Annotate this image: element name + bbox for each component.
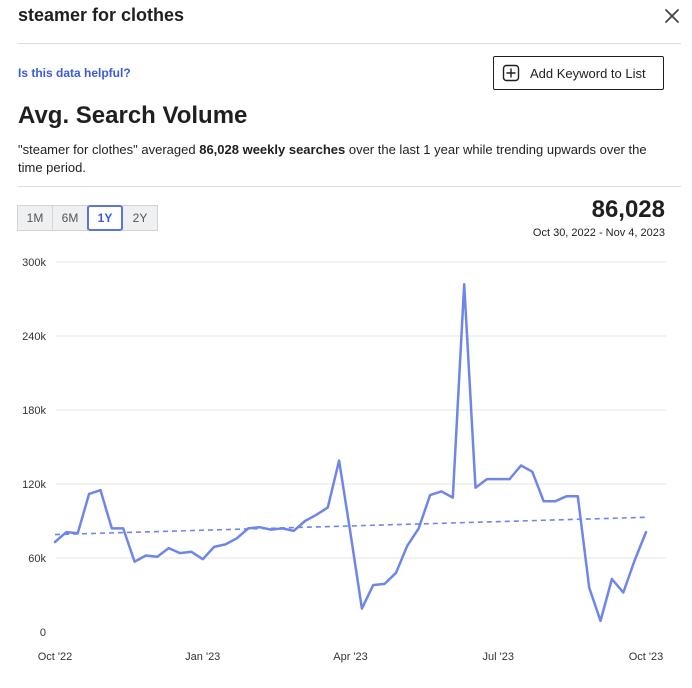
x-tick-label: Apr '23 — [333, 651, 368, 663]
range-1m-button[interactable]: 1M — [17, 205, 53, 231]
range-6m-button[interactable]: 6M — [52, 205, 88, 231]
y-tick-label: 300k — [22, 257, 46, 269]
date-range-text: Oct 30, 2022 - Nov 4, 2023 — [532, 227, 665, 239]
y-tick-label: 240k — [22, 331, 46, 343]
section-title: Avg. Search Volume — [18, 102, 248, 129]
summary-pre: "steamer for clothes" averaged — [18, 142, 200, 157]
header-divider — [18, 43, 681, 44]
summary-post: over the last 1 year while trending upwa… — [18, 142, 647, 175]
close-icon[interactable] — [660, 4, 684, 28]
x-tick-label: Jan '23 — [185, 651, 220, 663]
x-tick-label: Oct '23 — [629, 651, 664, 663]
range-selector: 1M 6M 1Y 2Y — [17, 205, 158, 231]
data-helpful-link[interactable]: Is this data helpful? — [18, 66, 131, 80]
plus-square-icon — [502, 64, 520, 82]
x-tick-label: Oct '22 — [38, 651, 73, 663]
summary-bold: 86,028 weekly searches — [199, 142, 346, 157]
range-1y-button[interactable]: 1Y — [87, 205, 123, 231]
add-keyword-label: Add Keyword to List — [530, 65, 646, 81]
y-tick-label: 60k — [28, 553, 46, 565]
average-volume-value: 86,028 — [591, 196, 665, 223]
y-tick-label: 120k — [22, 479, 46, 491]
keyword-title: steamer for clothes — [18, 5, 185, 25]
range-2y-button[interactable]: 2Y — [122, 205, 158, 231]
search-volume-chart: 0 60k 120k 180k 240k 300k Oct '22 Jan '23 Apr '2… — [22, 257, 666, 663]
add-keyword-button[interactable]: Add Keyword to List — [493, 56, 664, 90]
section-divider — [18, 186, 681, 187]
series-line — [53, 282, 648, 623]
y-tick-label: 0 — [40, 627, 46, 639]
y-tick-label: 180k — [22, 405, 46, 417]
x-tick-label: Jul '23 — [483, 651, 514, 663]
summary-text: "steamer for clothes" averaged 86,028 we… — [18, 141, 668, 177]
